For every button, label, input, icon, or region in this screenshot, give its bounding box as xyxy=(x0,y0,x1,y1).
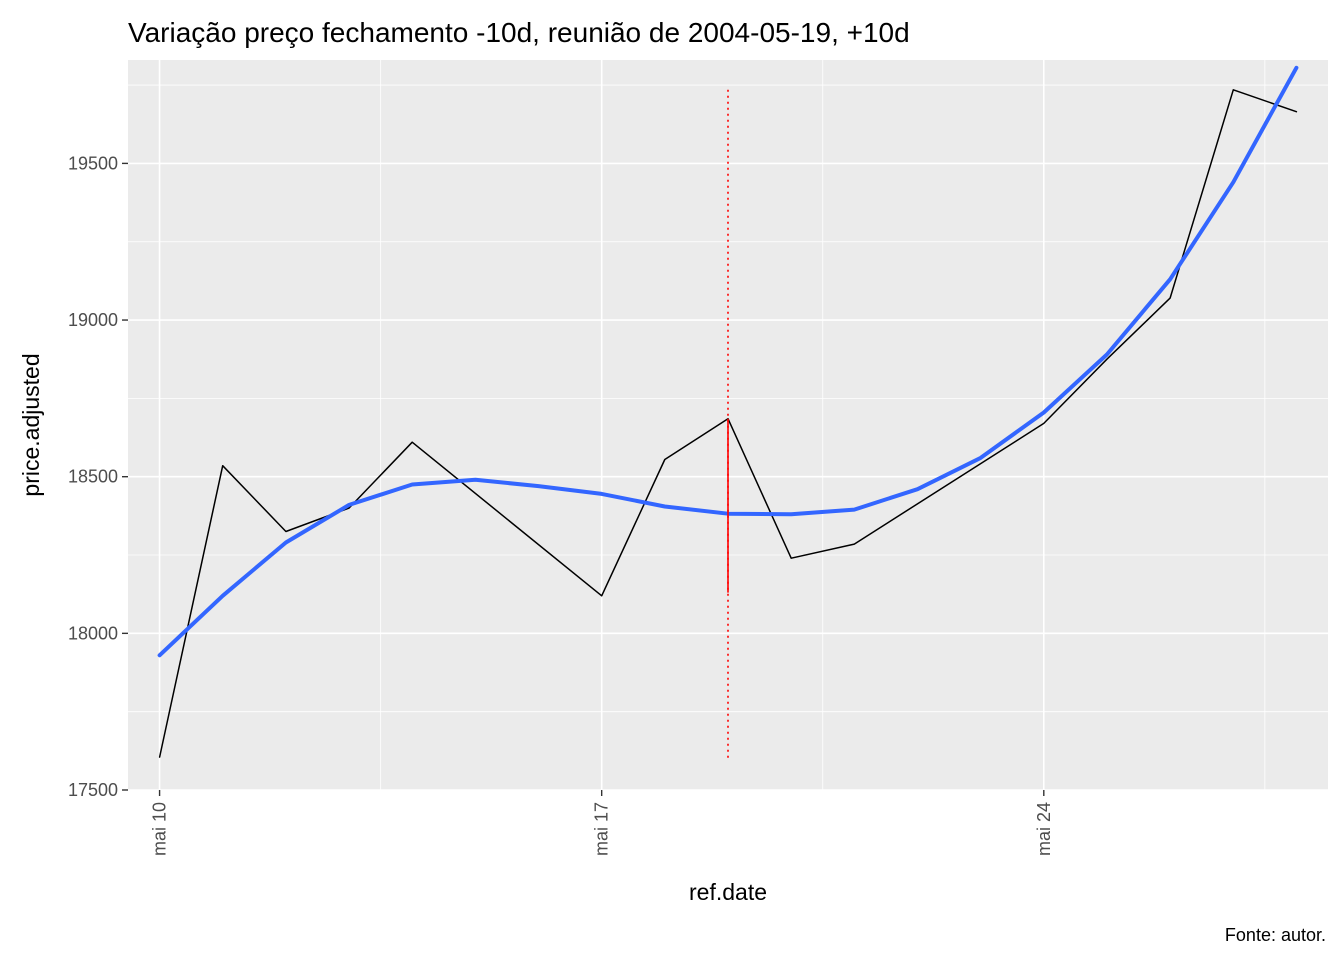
price-line xyxy=(158,89,1298,758)
y-tick-label: 17500 xyxy=(68,780,118,800)
y-axis: 17500 18000 18500 19000 19500 xyxy=(68,153,128,800)
x-axis: mai 10 mai 17 mai 24 xyxy=(150,790,1054,856)
x-tick-label: mai 17 xyxy=(592,802,612,856)
y-tick-label: 19500 xyxy=(68,153,118,173)
y-tick-label: 18500 xyxy=(68,467,118,487)
y-tick-label: 19000 xyxy=(68,310,118,330)
y-axis-title: price.adjusted xyxy=(18,353,44,496)
x-axis-title: ref.date xyxy=(689,879,767,905)
y-tick-label: 18000 xyxy=(68,623,118,643)
x-tick-label: mai 24 xyxy=(1034,802,1054,856)
chart-caption: Fonte: autor. xyxy=(1225,925,1326,945)
x-tick-label: mai 10 xyxy=(150,802,170,856)
chart-title: Variação preço fechamento -10d, reunião … xyxy=(128,17,910,48)
